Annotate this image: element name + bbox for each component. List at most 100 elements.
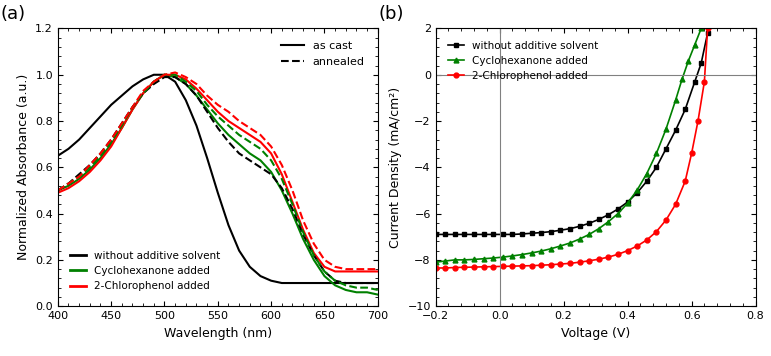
without additive solvent	[651, 165, 661, 169]
Cyclohexanone added	[440, 259, 449, 263]
Cyclohexanone added	[517, 252, 527, 257]
2-Chlorophenol added	[651, 230, 661, 234]
without additive solvent	[642, 179, 651, 183]
Cyclohexanone added	[575, 237, 584, 241]
Line: without additive solvent: without additive solvent	[433, 31, 710, 237]
without additive solvent	[556, 228, 565, 232]
without additive solvent	[575, 224, 584, 229]
2-Chlorophenol added	[662, 218, 671, 222]
Cyclohexanone added	[604, 220, 613, 224]
2-Chlorophenol added	[575, 260, 584, 264]
2-Chlorophenol added	[556, 262, 565, 266]
Cyclohexanone added	[565, 241, 574, 245]
Cyclohexanone added	[671, 98, 680, 103]
Cyclohexanone added	[479, 257, 488, 261]
without additive solvent	[546, 230, 555, 234]
without additive solvent	[662, 147, 671, 151]
2-Chlorophenol added	[517, 264, 527, 268]
2-Chlorophenol added	[470, 265, 479, 269]
Cyclohexanone added	[508, 254, 517, 258]
without additive solvent	[508, 232, 517, 237]
without additive solvent	[537, 230, 546, 235]
Cyclohexanone added	[537, 249, 546, 253]
without additive solvent	[498, 232, 507, 237]
Cyclohexanone added	[651, 151, 661, 156]
2-Chlorophenol added	[537, 263, 546, 267]
2-Chlorophenol added	[687, 151, 696, 156]
Cyclohexanone added	[696, 26, 705, 31]
2-Chlorophenol added	[431, 266, 440, 270]
without additive solvent	[450, 232, 460, 237]
Cyclohexanone added	[614, 211, 623, 216]
Cyclohexanone added	[498, 255, 507, 259]
without additive solvent	[696, 61, 705, 66]
X-axis label: Wavelength (nm): Wavelength (nm)	[163, 326, 272, 340]
Cyclohexanone added	[431, 260, 440, 264]
Cyclohexanone added	[623, 201, 632, 205]
without additive solvent	[703, 31, 712, 35]
Cyclohexanone added	[690, 43, 699, 47]
without additive solvent	[470, 232, 479, 237]
Line: 2-Chlorophenol added: 2-Chlorophenol added	[433, 26, 710, 271]
Cyclohexanone added	[460, 258, 469, 262]
2-Chlorophenol added	[565, 261, 574, 266]
2-Chlorophenol added	[460, 265, 469, 269]
2-Chlorophenol added	[584, 259, 594, 263]
Cyclohexanone added	[450, 258, 460, 262]
Y-axis label: Current Density (mA/cm²): Current Density (mA/cm²)	[389, 87, 402, 248]
without additive solvent	[594, 217, 604, 221]
without additive solvent	[604, 213, 613, 217]
without additive solvent	[489, 232, 498, 237]
Cyclohexanone added	[678, 77, 687, 82]
2-Chlorophenol added	[642, 238, 651, 242]
2-Chlorophenol added	[604, 255, 613, 259]
without additive solvent	[681, 108, 690, 112]
2-Chlorophenol added	[450, 265, 460, 269]
without additive solvent	[671, 128, 680, 132]
without additive solvent	[614, 207, 623, 211]
Y-axis label: Normalized Absorbance (a.u.): Normalized Absorbance (a.u.)	[17, 74, 29, 261]
2-Chlorophenol added	[614, 252, 623, 256]
without additive solvent	[440, 232, 449, 237]
without additive solvent	[623, 200, 632, 204]
Legend: without additive solvent, Cyclohexanone added, 2-Chlorophenol added: without additive solvent, Cyclohexanone …	[66, 247, 225, 295]
2-Chlorophenol added	[693, 119, 702, 123]
Cyclohexanone added	[662, 127, 671, 131]
without additive solvent	[517, 232, 527, 236]
2-Chlorophenol added	[489, 265, 498, 269]
without additive solvent	[460, 232, 469, 237]
2-Chlorophenol added	[508, 264, 517, 268]
X-axis label: Voltage (V): Voltage (V)	[561, 326, 630, 340]
without additive solvent	[527, 231, 536, 235]
Legend: without additive solvent, Cyclohexanone added, 2-Chlorophenol added: without additive solvent, Cyclohexanone …	[444, 36, 603, 85]
Cyclohexanone added	[556, 244, 565, 248]
Cyclohexanone added	[642, 172, 651, 176]
2-Chlorophenol added	[546, 263, 555, 267]
2-Chlorophenol added	[671, 202, 680, 206]
Cyclohexanone added	[489, 256, 498, 260]
Text: (a): (a)	[0, 5, 25, 23]
Text: (b): (b)	[378, 5, 403, 23]
Cyclohexanone added	[527, 251, 536, 255]
2-Chlorophenol added	[681, 179, 690, 183]
Cyclohexanone added	[594, 226, 604, 231]
without additive solvent	[479, 232, 488, 237]
2-Chlorophenol added	[479, 265, 488, 269]
2-Chlorophenol added	[527, 263, 536, 268]
without additive solvent	[632, 191, 641, 195]
2-Chlorophenol added	[440, 266, 449, 270]
2-Chlorophenol added	[703, 26, 712, 31]
without additive solvent	[431, 232, 440, 237]
without additive solvent	[565, 226, 574, 231]
Cyclohexanone added	[632, 188, 641, 192]
2-Chlorophenol added	[700, 80, 709, 84]
Line: Cyclohexanone added: Cyclohexanone added	[433, 26, 704, 265]
without additive solvent	[584, 221, 594, 225]
without additive solvent	[690, 80, 699, 84]
2-Chlorophenol added	[498, 264, 507, 268]
2-Chlorophenol added	[623, 248, 632, 253]
2-Chlorophenol added	[632, 244, 641, 248]
Cyclohexanone added	[546, 247, 555, 251]
Cyclohexanone added	[470, 257, 479, 262]
Cyclohexanone added	[584, 232, 594, 237]
